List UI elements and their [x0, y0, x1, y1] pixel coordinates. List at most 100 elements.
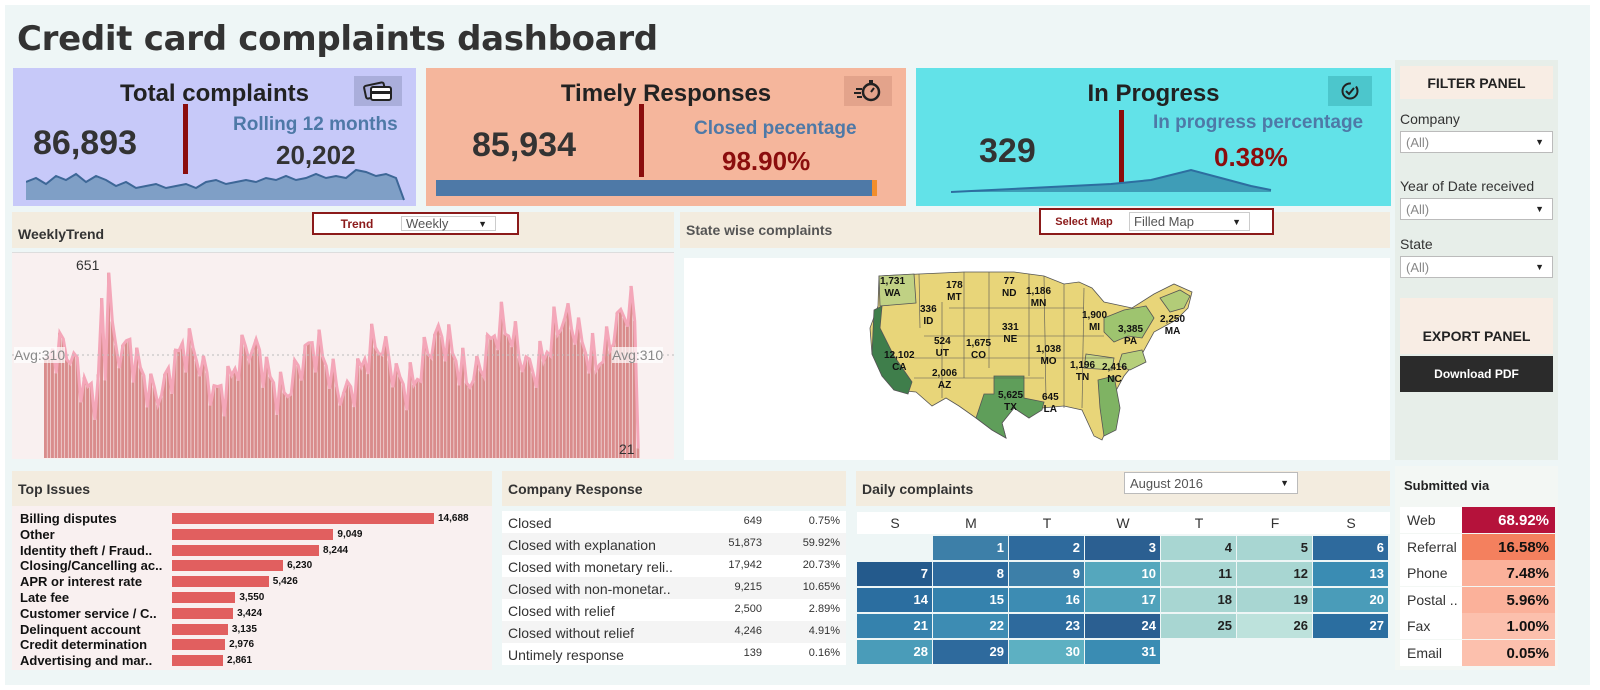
weekly-trend-chart: 651 21 Avg:310 Avg:310: [12, 252, 674, 459]
map-state-label-az[interactable]: 2,006 AZ: [932, 368, 957, 392]
calendar-day[interactable]: 20: [1313, 588, 1388, 612]
map-state-label-ca[interactable]: 12,102 CA: [884, 350, 915, 374]
kpi-total-value: 86,893: [33, 124, 137, 162]
weekly-bar: [618, 309, 622, 458]
calendar-day[interactable]: 14: [857, 588, 932, 612]
submitted-label: Postal ..: [1407, 591, 1458, 608]
map-state-label-tn[interactable]: 1,196 TN: [1070, 360, 1095, 384]
calendar-day[interactable]: 6: [1313, 536, 1388, 560]
weekly-bar: [450, 353, 454, 458]
weekly-bar: [44, 358, 47, 458]
map-state-label-wa[interactable]: 1,731 WA: [880, 276, 905, 300]
issue-bar[interactable]: [172, 528, 334, 540]
issue-bar[interactable]: [172, 655, 224, 667]
map-state-label-pa[interactable]: 3,385 PA: [1118, 324, 1143, 348]
calendar-day[interactable]: 31: [1085, 640, 1160, 664]
weekly-bar: [334, 386, 338, 458]
calendar-day[interactable]: 1: [933, 536, 1008, 560]
issue-bar[interactable]: [172, 513, 434, 524]
weekly-bar: [250, 349, 254, 458]
map-state-value: 1,186: [1026, 286, 1052, 297]
map-state-abbr: AZ: [937, 380, 952, 391]
calendar-day[interactable]: 18: [1161, 588, 1236, 612]
response-row: Closed with explanation 51,873 59.92%: [502, 533, 846, 555]
calendar-day[interactable]: 4: [1161, 536, 1236, 560]
select-map-label: Select Map: [1055, 215, 1113, 228]
calendar-day[interactable]: 15: [933, 588, 1008, 612]
weekly-bar: [124, 340, 128, 458]
issue-bar[interactable]: [172, 607, 234, 619]
calendar-day[interactable]: 21: [857, 614, 932, 638]
calendar-day[interactable]: 24: [1085, 614, 1160, 638]
response-count: 139: [743, 647, 762, 659]
calendar-day[interactable]: 3: [1085, 536, 1160, 560]
map-state-label-mi[interactable]: 1,900 MI: [1082, 310, 1107, 334]
calendar-day[interactable]: 7: [857, 562, 932, 586]
calendar-day[interactable]: 27: [1313, 614, 1388, 638]
map-state-label-mt[interactable]: 178 MT: [946, 280, 963, 304]
month-dropdown[interactable]: August 2016 ▼: [1124, 472, 1298, 494]
calendar-day[interactable]: 17: [1085, 588, 1160, 612]
calendar-day[interactable]: 16: [1009, 588, 1084, 612]
map-state-label-ne[interactable]: 331 NE: [1002, 322, 1019, 346]
weekly-bar: [257, 350, 261, 458]
issue-bar[interactable]: [172, 639, 226, 651]
year-filter-value: (All): [1406, 201, 1430, 217]
response-pct: 20.73%: [802, 559, 840, 571]
calendar-day[interactable]: 13: [1313, 562, 1388, 586]
calendar-day[interactable]: 23: [1009, 614, 1084, 638]
trend-dropdown[interactable]: Weekly ▼: [401, 216, 496, 231]
weekly-bar: [555, 334, 559, 458]
calendar-day[interactable]: 5: [1237, 536, 1312, 560]
year-filter-dropdown[interactable]: (All) ▼: [1400, 198, 1553, 220]
kpi-progress-divider: [1119, 110, 1124, 184]
weekly-bar: [121, 345, 125, 458]
calendar-day[interactable]: 11: [1161, 562, 1236, 586]
issue-value: 2,976: [229, 639, 255, 651]
issue-bar[interactable]: [172, 560, 284, 572]
calendar-day[interactable]: 12: [1237, 562, 1312, 586]
weekly-bar: [86, 386, 89, 458]
map-state-label-mo[interactable]: 1,038 MO: [1036, 344, 1061, 368]
calendar-day[interactable]: 2: [1009, 536, 1084, 560]
weekly-bar: [229, 375, 233, 458]
calendar-day[interactable]: 26: [1237, 614, 1312, 638]
calendar-day[interactable]: 29: [933, 640, 1008, 664]
issue-bar[interactable]: [172, 544, 320, 556]
issue-bar[interactable]: [172, 576, 269, 588]
calendar-day[interactable]: 22: [933, 614, 1008, 638]
map-state-label-id[interactable]: 336 ID: [920, 304, 937, 328]
calendar-day[interactable]: 9: [1009, 562, 1084, 586]
map-dropdown[interactable]: Filled Map ▼: [1129, 212, 1250, 231]
map-state-label-nd[interactable]: 77 ND: [1002, 276, 1016, 300]
calendar-day[interactable]: 30: [1009, 640, 1084, 664]
map-state-label-ut[interactable]: 524 UT: [934, 336, 951, 360]
map-state-label-ma[interactable]: 2,250 MA: [1160, 314, 1185, 338]
weekly-bar: [61, 338, 65, 458]
state-filter-dropdown[interactable]: (All) ▼: [1400, 256, 1553, 278]
map-state-label-la[interactable]: 645 LA: [1042, 392, 1059, 416]
calendar-day[interactable]: 10: [1085, 562, 1160, 586]
calendar-day[interactable]: 19: [1237, 588, 1312, 612]
calendar-day[interactable]: 28: [857, 640, 932, 664]
weekly-bar: [166, 367, 170, 458]
download-pdf-button[interactable]: Download PDF: [1400, 356, 1553, 392]
weekly-bar: [89, 383, 93, 458]
calendar-day[interactable]: 8: [933, 562, 1008, 586]
map-state-label-co[interactable]: 1,675 CO: [966, 338, 991, 362]
map-select-group[interactable]: Select Map Filled Map ▼: [1039, 208, 1274, 235]
weekly-bar: [468, 387, 472, 458]
issue-label: Credit determination: [20, 637, 148, 653]
map-state-label-tx[interactable]: 5,625 TX: [998, 390, 1023, 414]
calendar-day[interactable]: 25: [1161, 614, 1236, 638]
map-state-value: 336: [920, 304, 937, 315]
map-state-label-mn[interactable]: 1,186 MN: [1026, 286, 1051, 310]
issue-bar[interactable]: [172, 592, 236, 603]
weekly-bar: [443, 361, 447, 458]
weekly-bar: [377, 353, 380, 458]
company-filter-dropdown[interactable]: (All) ▼: [1400, 131, 1553, 153]
map-state-label-nc[interactable]: 2,416 NC: [1102, 362, 1127, 386]
issue-bar[interactable]: [172, 623, 228, 635]
response-label: Closed with monetary reli..: [508, 559, 673, 575]
trend-select-group[interactable]: Trend Weekly ▼: [312, 212, 519, 235]
